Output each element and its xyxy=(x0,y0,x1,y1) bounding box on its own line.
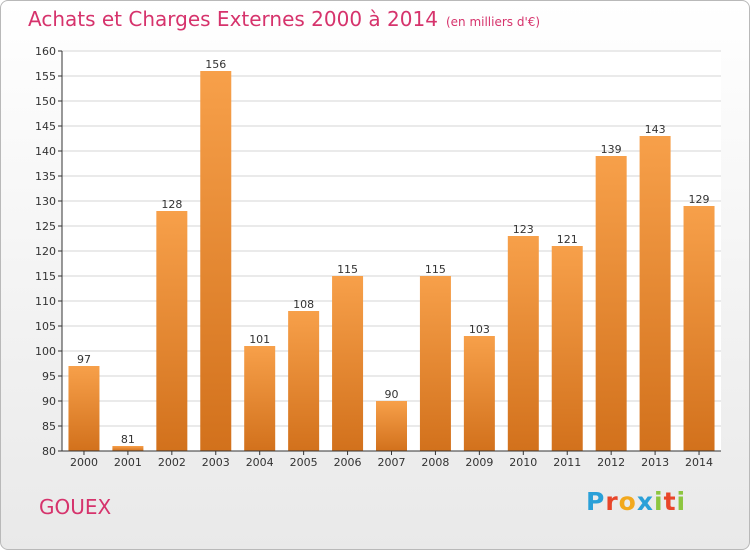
bar xyxy=(200,71,232,451)
y-tick-label: 110 xyxy=(35,295,56,308)
y-tick-label: 105 xyxy=(35,320,56,333)
bar xyxy=(68,366,100,451)
logo-letter: P xyxy=(586,487,606,516)
bar-value-label: 101 xyxy=(249,333,270,346)
y-tick-label: 115 xyxy=(35,270,56,283)
logo-letter: i xyxy=(676,487,687,516)
y-tick-label: 150 xyxy=(35,95,56,108)
bar-value-label: 97 xyxy=(77,353,91,366)
x-tick-label: 2007 xyxy=(378,456,406,469)
y-tick-label: 80 xyxy=(42,445,56,458)
bar-value-label: 143 xyxy=(645,123,666,136)
x-tick-label: 2009 xyxy=(465,456,493,469)
bar xyxy=(332,276,364,451)
bar-value-label: 123 xyxy=(513,223,534,236)
bar xyxy=(507,236,539,451)
y-tick-label: 125 xyxy=(35,220,56,233)
bar xyxy=(244,346,276,451)
x-tick-label: 2013 xyxy=(641,456,669,469)
chart-unit: (en milliers d'€) xyxy=(445,15,541,29)
proxiti-logo: Proxiti xyxy=(586,487,686,516)
y-tick-label: 155 xyxy=(35,70,56,83)
x-tick-label: 2006 xyxy=(334,456,362,469)
y-tick-label: 140 xyxy=(35,145,56,158)
bar-value-label: 103 xyxy=(469,323,490,336)
x-tick-label: 2008 xyxy=(421,456,449,469)
bar xyxy=(419,276,451,451)
bar-value-label: 108 xyxy=(293,298,314,311)
bar-value-label: 156 xyxy=(205,58,226,71)
y-tick-label: 130 xyxy=(35,195,56,208)
x-tick-label: 2002 xyxy=(158,456,186,469)
chart-title-text: Achats et Charges Externes 2000 à 2014 xyxy=(28,7,438,31)
x-tick-label: 2001 xyxy=(114,456,142,469)
x-tick-label: 2012 xyxy=(597,456,625,469)
bar xyxy=(288,311,320,451)
logo-letter: i xyxy=(654,487,664,516)
bar-value-label: 81 xyxy=(121,433,135,446)
bar-value-label: 115 xyxy=(337,263,358,276)
logo-letter: o xyxy=(618,487,637,516)
x-tick-label: 2011 xyxy=(553,456,581,469)
x-tick-label: 2004 xyxy=(246,456,274,469)
bar-value-label: 128 xyxy=(161,198,182,211)
bar xyxy=(376,401,407,451)
bar xyxy=(639,136,671,451)
place-name: GOUEX xyxy=(39,495,112,519)
x-tick-label: 2005 xyxy=(290,456,318,469)
y-tick-label: 95 xyxy=(42,370,56,383)
chart-title: Achats et Charges Externes 2000 à 2014 (e… xyxy=(28,7,540,31)
logo-letter: t xyxy=(663,487,677,516)
bar-value-label: 129 xyxy=(689,193,710,206)
bar xyxy=(156,211,188,451)
bar xyxy=(463,336,495,451)
bar-value-label: 121 xyxy=(557,233,578,246)
bar xyxy=(595,156,627,451)
y-tick-label: 160 xyxy=(35,45,56,58)
logo-letter: r xyxy=(605,487,619,516)
y-tick-label: 120 xyxy=(35,245,56,258)
bar-value-label: 115 xyxy=(425,263,446,276)
bar xyxy=(112,446,144,451)
y-tick-label: 85 xyxy=(42,420,56,433)
bar xyxy=(683,206,715,451)
x-tick-label: 2003 xyxy=(202,456,230,469)
x-tick-label: 2014 xyxy=(685,456,713,469)
y-tick-label: 100 xyxy=(35,345,56,358)
y-tick-label: 90 xyxy=(42,395,56,408)
bar-value-label: 90 xyxy=(385,388,399,401)
bar xyxy=(551,246,583,451)
logo-letter: x xyxy=(636,487,654,516)
x-tick-label: 2010 xyxy=(509,456,537,469)
x-tick-label: 2000 xyxy=(70,456,98,469)
y-tick-label: 135 xyxy=(35,170,56,183)
bar-value-label: 139 xyxy=(601,143,622,156)
y-tick-label: 145 xyxy=(35,120,56,133)
